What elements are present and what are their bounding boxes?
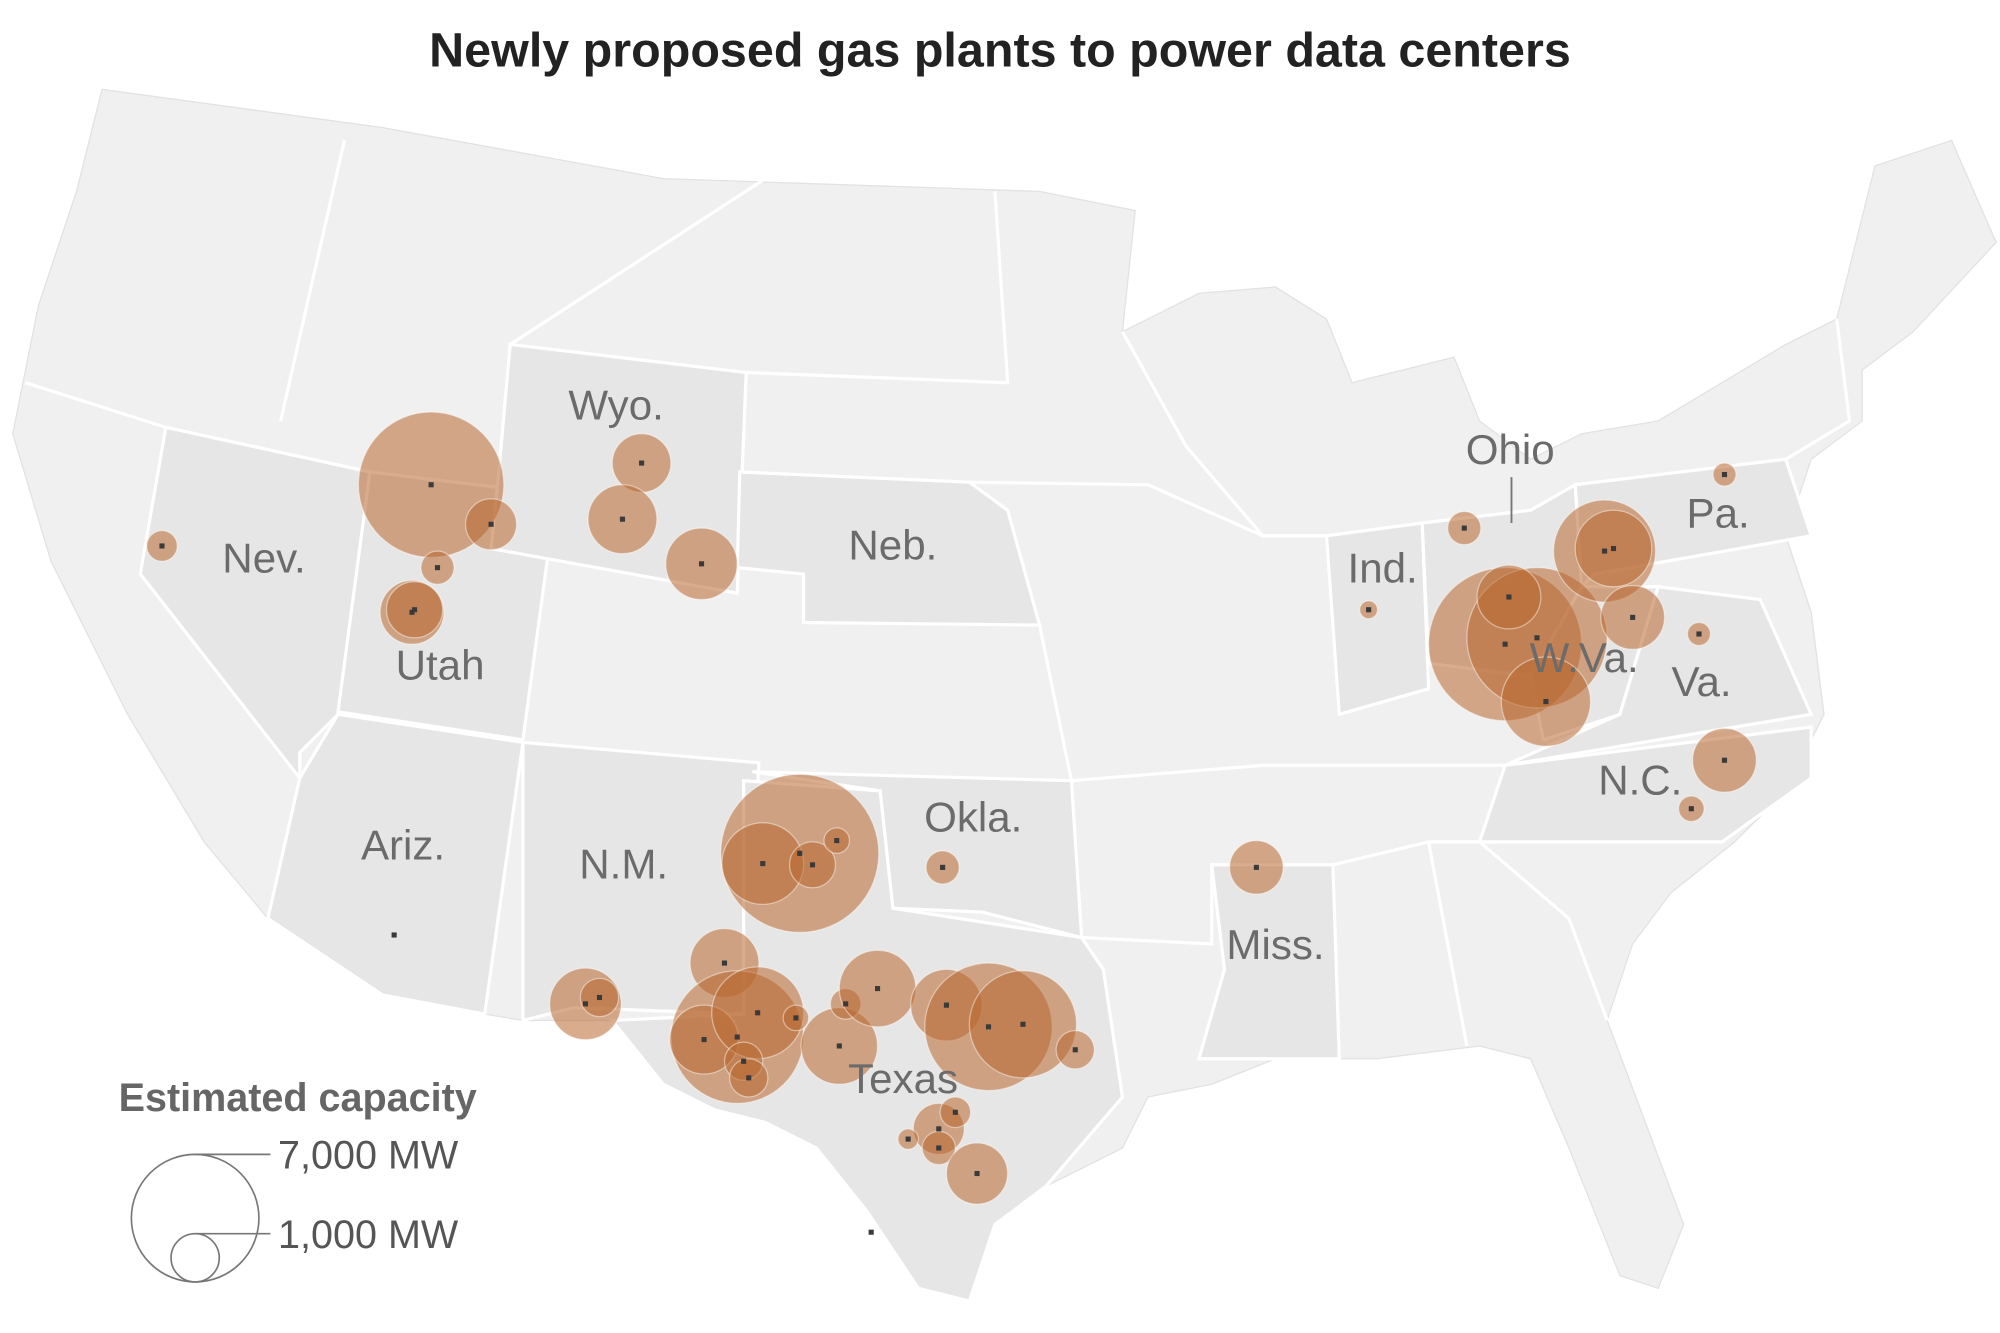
state-label: Va. (1672, 658, 1732, 705)
state-label: Miss. (1226, 921, 1324, 968)
plant-dot (1253, 864, 1259, 870)
plant-dot (1602, 548, 1608, 554)
state-labels: Nev. Utah Wyo. Neb. Ariz. N.M. Okla. Texas Miss.… (222, 381, 1749, 1101)
plant-dot (875, 986, 881, 992)
plant-dot (1610, 545, 1617, 552)
legend: 7,000 MW 1,000 MW (130, 1134, 459, 1283)
plant-dot (834, 838, 840, 844)
legend-label: 1,000 MW (278, 1213, 459, 1257)
plant-dot (952, 1109, 958, 1115)
state (1324, 521, 1431, 717)
state-label: N.C. (1598, 756, 1682, 803)
plant-dot (868, 1229, 874, 1235)
plant-dot (488, 521, 494, 527)
plant-dot (1721, 471, 1728, 478)
plant-dot (1072, 1047, 1078, 1053)
state-label: Ohio (1466, 426, 1555, 473)
plant-dot (1020, 1021, 1026, 1027)
plant-dot (836, 1043, 842, 1049)
state-label: Pa. (1687, 490, 1750, 537)
state-label: Ariz. (361, 821, 445, 868)
plant-dot (936, 1126, 942, 1132)
plant-dot (1461, 525, 1467, 531)
plant-dot (1366, 607, 1372, 613)
plant-dot (1721, 757, 1728, 763)
plant-dot (943, 1002, 949, 1008)
state-label: Nev. (222, 534, 305, 581)
plant-dot (793, 1015, 799, 1021)
state (735, 470, 1042, 627)
plant-dot (411, 607, 418, 613)
plant-dot (1506, 594, 1512, 600)
plant-dot (721, 960, 728, 966)
plant-dot (1688, 806, 1694, 812)
plant-dot (1696, 631, 1702, 637)
plant-dot (1630, 614, 1636, 620)
title: Newly proposed gas plants to power data … (429, 23, 1571, 77)
plant-dot (985, 1024, 992, 1030)
plants (146, 411, 1758, 1235)
plant-dot (741, 1058, 747, 1064)
plant-dot (974, 1170, 980, 1177)
state (1196, 863, 1341, 1061)
state-label: Okla. (924, 793, 1022, 840)
plant-dot (434, 565, 441, 571)
state-label: Utah (396, 642, 485, 689)
plant-dot (1502, 641, 1508, 647)
state-label: Ind. (1348, 545, 1418, 592)
plant-dot (760, 861, 766, 867)
plant-dot (582, 1001, 589, 1007)
plant-dot (734, 1034, 740, 1040)
plant-dot (936, 1145, 942, 1151)
state-label: W.Va. (1530, 634, 1639, 681)
plant-dot (698, 561, 705, 567)
state-label: Wyo. (568, 381, 663, 428)
state-label: Neb. (848, 522, 937, 569)
plant-dot (809, 862, 816, 868)
plant-dot (797, 850, 803, 856)
plant-dot (746, 1075, 752, 1081)
plant-dot (596, 994, 603, 1001)
state-label: N.M. (579, 841, 668, 888)
plant-dot (619, 516, 625, 522)
plant-dot (701, 1037, 707, 1043)
legend-circle (130, 1153, 260, 1283)
legend-label: 7,000 MW (278, 1134, 459, 1178)
plant-dot (940, 864, 946, 870)
basemap (12, 88, 1997, 1303)
legend-circle (170, 1232, 221, 1283)
plant-dot (428, 482, 434, 488)
plant-dot (1534, 635, 1540, 641)
plant-dot (755, 1010, 761, 1016)
plant-dot (391, 932, 397, 938)
legend-title: Estimated capacity (119, 1076, 477, 1120)
plant-dot (639, 460, 645, 466)
plant-dot (159, 543, 165, 549)
plant-dot (905, 1136, 911, 1142)
state-label: Texas (848, 1055, 958, 1102)
plant-dot (1543, 699, 1549, 705)
plant-dot (843, 1001, 849, 1007)
